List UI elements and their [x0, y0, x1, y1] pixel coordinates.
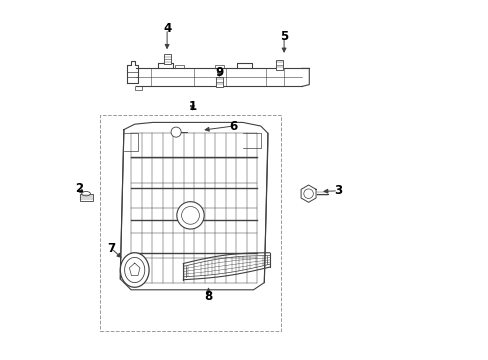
Ellipse shape	[81, 192, 90, 196]
Text: 3: 3	[333, 184, 342, 197]
Text: 4: 4	[163, 22, 171, 35]
Bar	[163, 54, 171, 64]
Circle shape	[177, 202, 204, 229]
Text: 7: 7	[107, 242, 115, 255]
Circle shape	[303, 189, 313, 198]
Ellipse shape	[120, 253, 149, 287]
Text: 8: 8	[204, 291, 212, 303]
Text: 6: 6	[229, 120, 237, 132]
Text: 5: 5	[280, 30, 287, 42]
Bar	[101, 115, 280, 331]
Circle shape	[171, 127, 181, 137]
Text: 9: 9	[215, 66, 223, 78]
Bar	[215, 77, 223, 87]
Bar	[80, 194, 92, 201]
Text: 1: 1	[188, 100, 196, 113]
Text: 2: 2	[75, 183, 83, 195]
Bar	[276, 60, 283, 70]
